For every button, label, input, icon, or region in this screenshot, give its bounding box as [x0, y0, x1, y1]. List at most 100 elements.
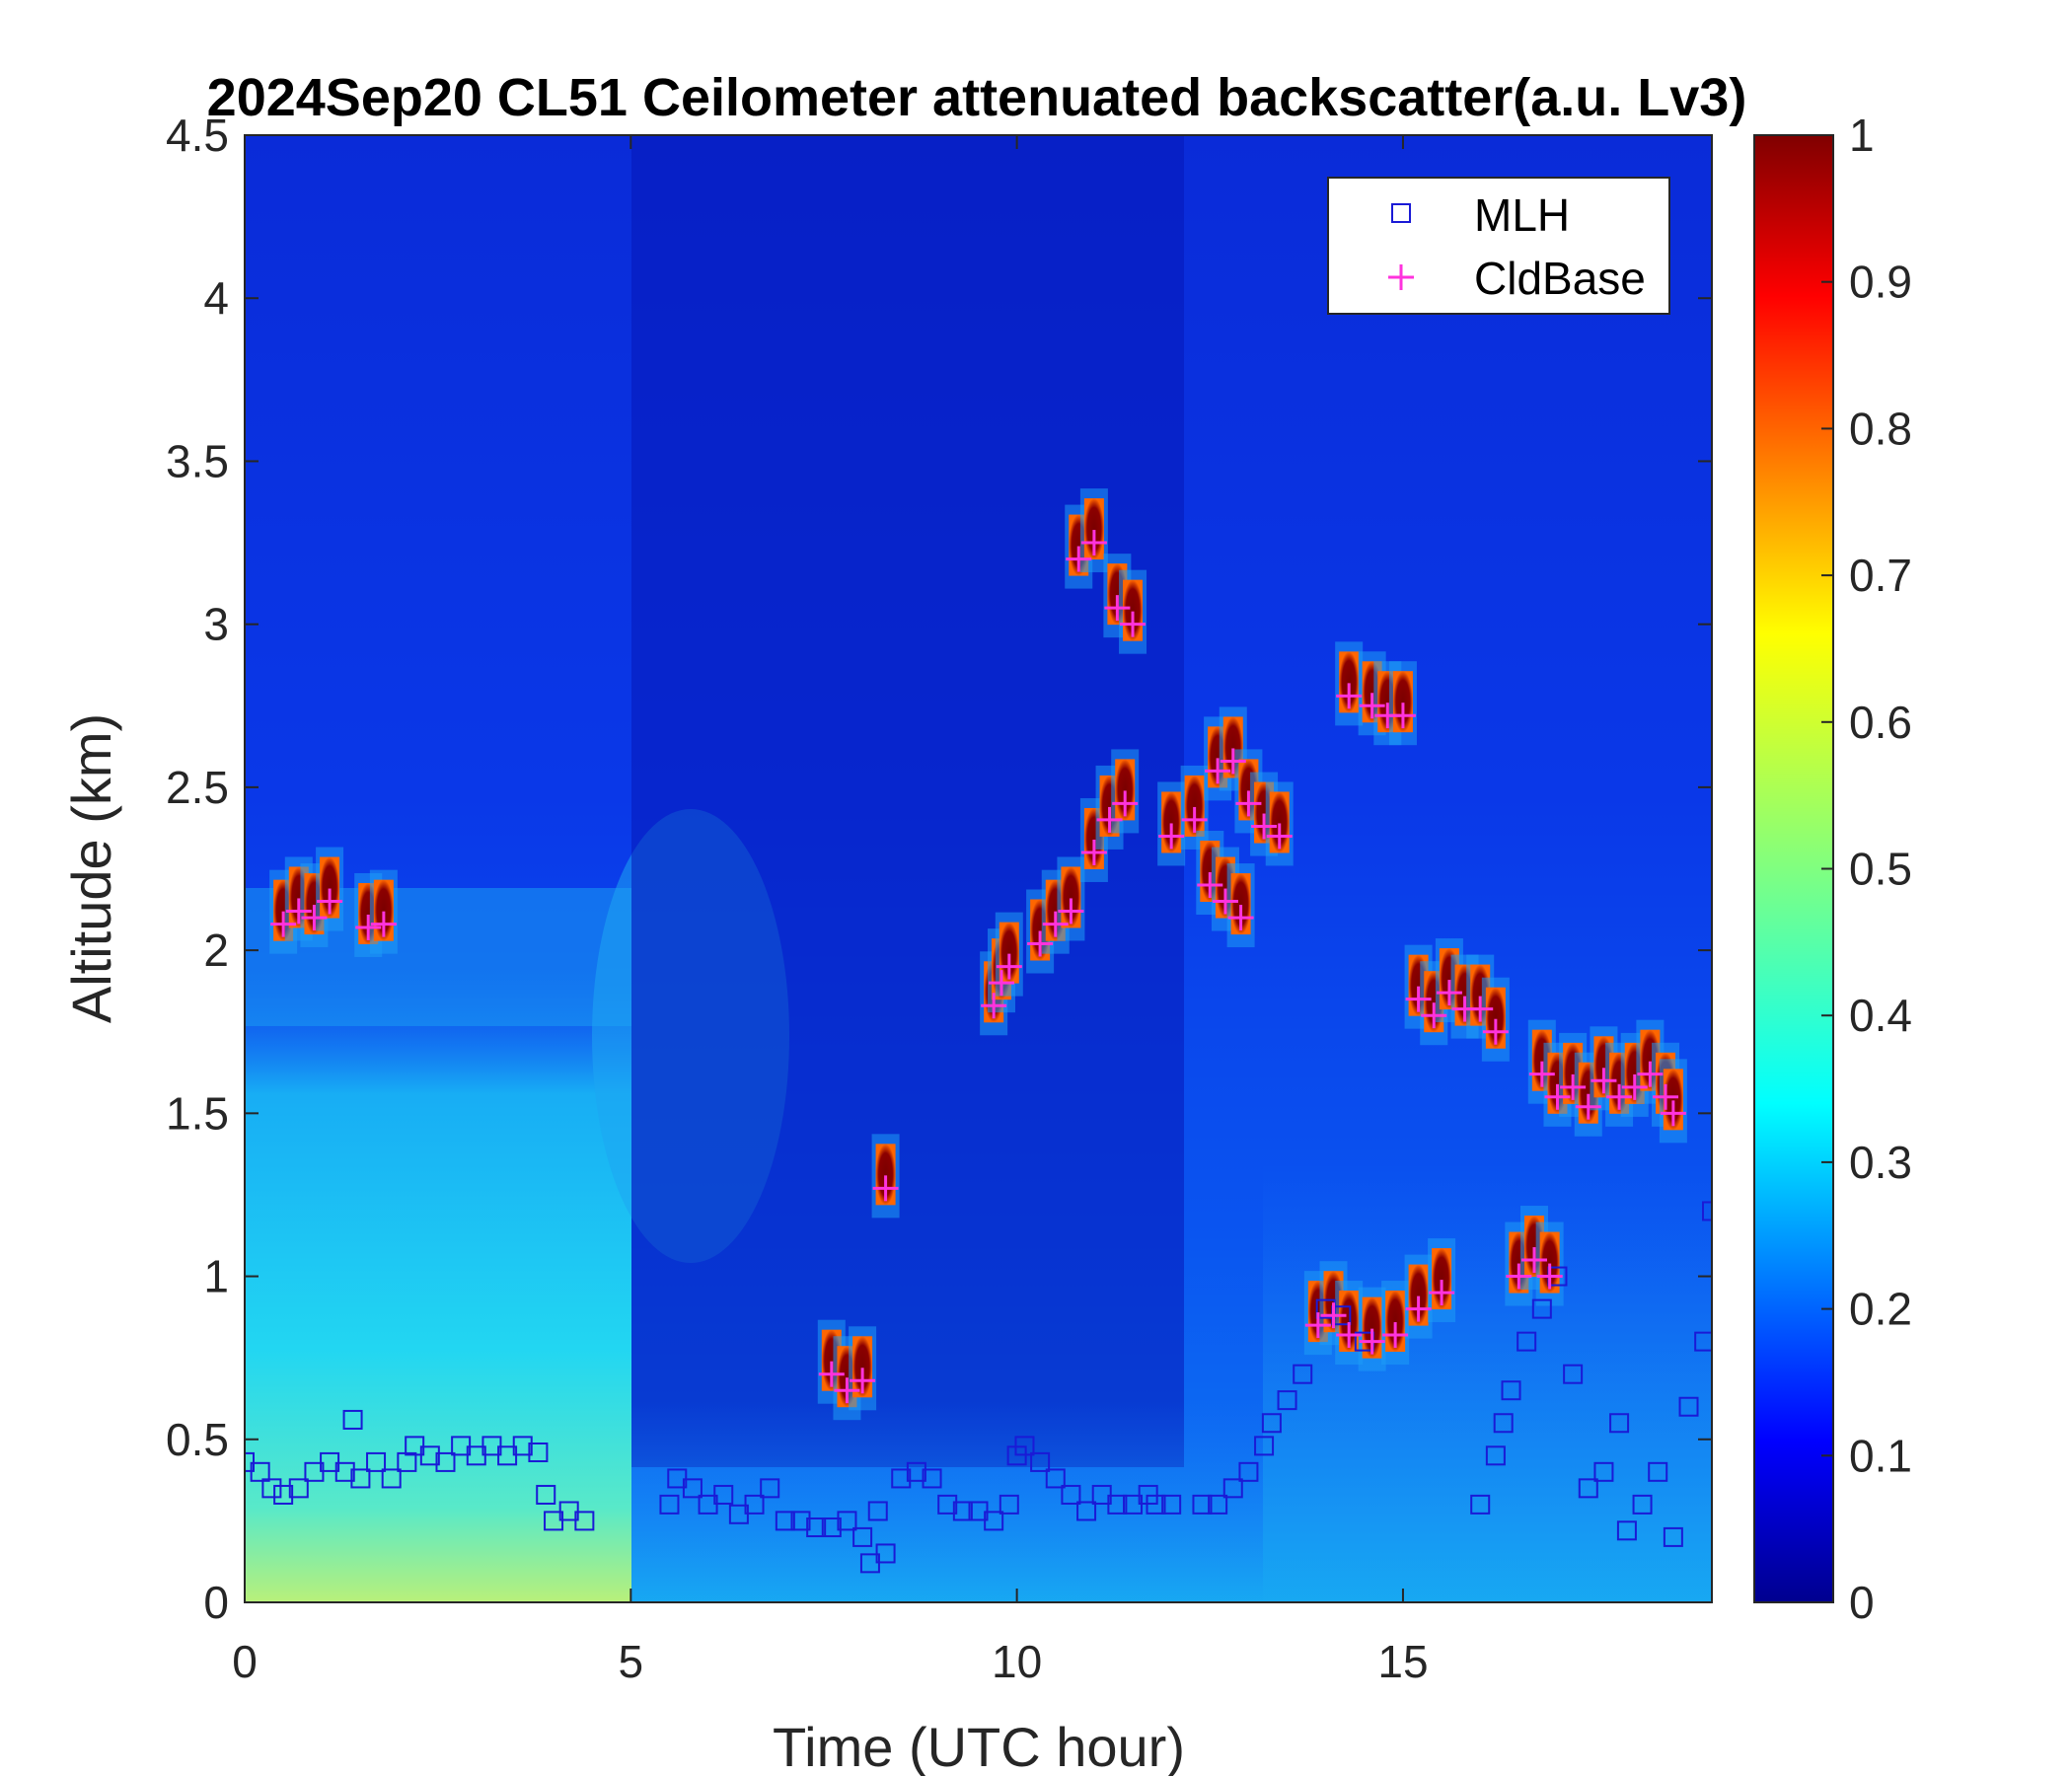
mlh-point: [906, 1461, 926, 1482]
mlh-point: [1076, 1501, 1097, 1521]
y-tick-label: 4.5: [166, 110, 229, 161]
legend: MLH CldBase: [1327, 177, 1670, 315]
mlh-point: [1493, 1413, 1514, 1434]
mlh-point: [1485, 1445, 1506, 1466]
cldbase-point: [1606, 1083, 1633, 1110]
mlh-point: [334, 1461, 355, 1482]
y-tick-label: 1: [203, 1251, 229, 1302]
cldbase-point: [1621, 1073, 1648, 1100]
cldbase-point: [981, 993, 1007, 1019]
cldbase-point: [1467, 996, 1494, 1022]
cldbase-point: [1066, 546, 1092, 572]
mlh-point: [1222, 1478, 1243, 1499]
cldbase-point: [301, 905, 328, 931]
mlh-point: [1563, 1364, 1584, 1384]
mlh-point: [1694, 1331, 1712, 1352]
cldbase-point: [1080, 530, 1107, 556]
mlh-point: [937, 1494, 958, 1515]
colorbar: 0 0.1 0.2 0.3 0.4 0.5 0.6 0.7 0.8 0.9 1: [1753, 110, 1912, 1628]
mlh-point: [744, 1494, 765, 1515]
x-tick-label: 10: [992, 1636, 1042, 1687]
mlh-point: [1208, 1494, 1228, 1515]
cldbase-point: [1359, 1328, 1385, 1355]
cldbase-point: [370, 911, 397, 937]
cldbase-point: [1042, 911, 1069, 937]
mlh-point: [1261, 1413, 1282, 1434]
legend-box: [1327, 177, 1670, 315]
mlh-point: [790, 1511, 811, 1531]
mlh-point: [536, 1484, 556, 1505]
mlh-point: [1678, 1396, 1699, 1417]
cldbase-point: [1104, 595, 1131, 622]
cldbase-point: [1220, 748, 1246, 775]
cldbase-point: [1591, 1068, 1617, 1094]
mlh-point: [1531, 1298, 1552, 1319]
cldbase-point: [1436, 980, 1462, 1006]
colorbar-tick-label: 0.3: [1849, 1137, 1912, 1188]
mlh-point: [760, 1478, 780, 1499]
y-tick-label: 2: [203, 925, 229, 976]
mlh-point: [1192, 1494, 1213, 1515]
mlh-point: [1254, 1436, 1275, 1456]
cldbase-point: [1560, 1073, 1587, 1100]
mlh-point: [1616, 1520, 1637, 1541]
cldbase-point: [317, 888, 343, 915]
cldbase-point: [1304, 1312, 1331, 1339]
colorbar-tick-label: 0.4: [1849, 990, 1912, 1041]
cldbase-point: [1482, 1018, 1509, 1045]
legend-cldbase-marker: [1388, 264, 1414, 290]
mlh-point: [1578, 1478, 1598, 1499]
mlh-point: [1014, 1436, 1035, 1456]
mlh-point: [1146, 1494, 1166, 1515]
mlh-point: [1593, 1461, 1614, 1482]
cldbase-point: [988, 970, 1014, 997]
mlh-point: [1632, 1494, 1653, 1515]
mlh-point: [1609, 1413, 1630, 1434]
cldbase-point: [1520, 1247, 1547, 1274]
mlh-point: [837, 1511, 857, 1531]
cldbase-point: [1235, 790, 1262, 817]
cldbase-point: [285, 898, 312, 925]
x-tick-label: 5: [619, 1636, 644, 1687]
cldbase-point: [1251, 813, 1278, 840]
cldbase-point: [1181, 806, 1208, 833]
mlh-point: [1045, 1468, 1066, 1489]
mlh-point: [574, 1511, 595, 1531]
y-tick-label: 0: [203, 1577, 229, 1628]
mlh-point: [1107, 1494, 1128, 1515]
cldbase-point: [1575, 1093, 1601, 1120]
cldbase-point: [1389, 703, 1416, 729]
cldbase-point: [1528, 1061, 1555, 1087]
cldbase-point: [1096, 806, 1123, 833]
mlh-point: [1293, 1364, 1313, 1384]
mlh-point: [435, 1451, 456, 1472]
mlh-point: [261, 1478, 282, 1499]
mlh-point: [682, 1478, 703, 1499]
y-tick-label: 3.5: [166, 435, 229, 486]
cldbase-point: [1058, 898, 1084, 925]
cldbase-point: [1660, 1100, 1686, 1127]
mlh-point: [1663, 1526, 1683, 1547]
cldbase-point: [1158, 823, 1185, 850]
cldbase-point: [1506, 1263, 1532, 1290]
mlh-point: [1501, 1380, 1521, 1401]
mlh-point: [867, 1501, 888, 1521]
mlh-point: [775, 1511, 795, 1531]
mlh-point: [273, 1484, 294, 1505]
mlh-point: [713, 1484, 734, 1505]
mlh-point: [528, 1442, 549, 1462]
colorbar-tick-label: 0.6: [1849, 697, 1912, 748]
cldbase-point: [818, 1361, 845, 1387]
plot-frame: [244, 134, 1713, 1603]
mlh-point: [821, 1517, 842, 1537]
cldbase-point: [270, 911, 297, 937]
cldbase-point: [1212, 888, 1238, 915]
legend-cldbase-label: CldBase: [1474, 253, 1646, 304]
colorbar-tick-label: 0: [1849, 1577, 1875, 1628]
mlh-point: [1161, 1494, 1182, 1515]
cldbase-point: [1544, 1083, 1571, 1110]
colorbar-gradient: [1753, 134, 1834, 1603]
mlh-point: [1470, 1494, 1491, 1515]
cldbase-point: [1336, 683, 1363, 709]
mlh-point: [1030, 1451, 1051, 1472]
